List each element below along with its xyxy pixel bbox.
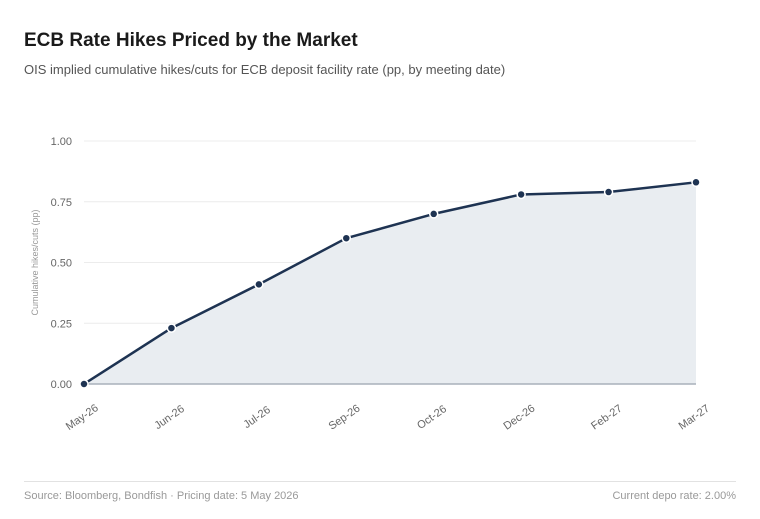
data-point — [603, 187, 614, 197]
y-axis-label: Cumulative hikes/cuts (pp) — [30, 209, 40, 315]
y-tick-label: 0.00 — [51, 379, 72, 391]
x-tick-label: Mar-27 — [677, 403, 712, 433]
data-point — [516, 189, 526, 200]
area-fill — [84, 182, 696, 384]
x-tick-label: May-26 — [64, 402, 101, 433]
data-point — [166, 323, 177, 333]
x-tick-label: Dec-26 — [501, 402, 537, 432]
x-tick-label: Feb-27 — [589, 403, 624, 433]
data-point — [254, 279, 264, 290]
data-point — [691, 177, 701, 188]
x-tick-label: Sep-26 — [327, 402, 363, 432]
y-tick-label: 0.25 — [51, 318, 72, 330]
x-tick-label: Jul-26 — [241, 404, 272, 431]
y-tick-label: 0.75 — [51, 197, 72, 209]
data-point — [341, 233, 352, 243]
series-line — [83, 181, 697, 386]
chart-subtitle: OIS implied cumulative hikes/cuts for EC… — [24, 62, 506, 77]
source-note: Source: Bloomberg, Bondfish · Pricing da… — [24, 490, 299, 502]
y-tick-label: 1.00 — [51, 136, 72, 148]
y-tick-label: 0.50 — [51, 258, 72, 270]
chart-title: ECB Rate Hikes Priced by the Market — [24, 30, 358, 51]
line-chart: 0.00 0.25 0.50 0.75 1.00 May-26 Jun-26 Jul-26 Se… — [30, 136, 712, 433]
data-point — [428, 209, 439, 219]
footer-divider — [24, 481, 736, 482]
depo-rate-note: Current depo rate: 2.00% — [612, 490, 736, 502]
data-point — [79, 379, 89, 389]
x-tick-label: Oct-26 — [415, 403, 449, 432]
x-tick-label: Jun-26 — [152, 403, 186, 432]
